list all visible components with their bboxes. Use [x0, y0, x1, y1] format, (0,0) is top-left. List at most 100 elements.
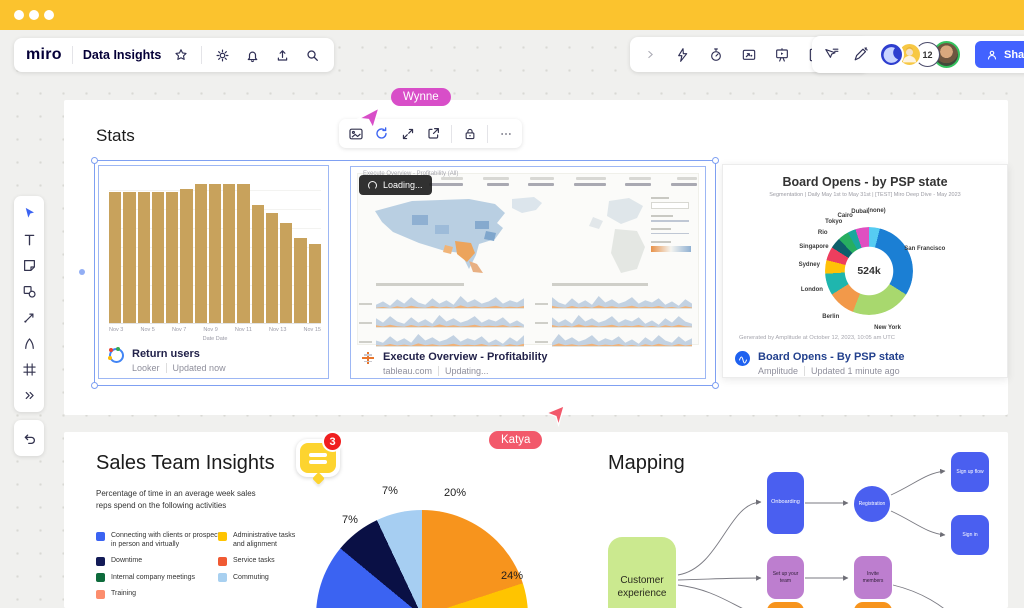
- legend-swatch: [96, 531, 105, 541]
- flow-node-sign-in[interactable]: Sign in: [951, 515, 989, 555]
- star-icon[interactable]: [171, 45, 191, 65]
- lock-icon[interactable]: [461, 125, 478, 142]
- comment-line: [309, 460, 327, 464]
- divider: [451, 124, 452, 143]
- flow-node-registration[interactable]: Registration: [854, 486, 890, 522]
- widget-preview-icon[interactable]: [347, 125, 364, 142]
- undo-icon[interactable]: [18, 427, 40, 449]
- search-icon[interactable]: [302, 45, 322, 65]
- x-tick-label: Nov 13: [269, 327, 287, 333]
- legend-swatch: [96, 573, 105, 583]
- flow-node-set-up-your-team[interactable]: Set up your team: [767, 556, 804, 599]
- widget-status: Updated 1 minute ago: [811, 366, 900, 376]
- bar-chart-x-labels: Nov 3 Nov 5 Nov 7 Nov 9 Nov 11 Nov 13 Nov 15: [109, 327, 321, 333]
- donut-footnote: Generated by Amplitude at October 12, 20…: [739, 335, 895, 341]
- x-tick-label: Nov 5: [140, 327, 155, 333]
- mapping-title: Mapping: [608, 452, 685, 474]
- pen-tool[interactable]: [18, 332, 40, 354]
- sticky-note-tool[interactable]: [18, 254, 40, 276]
- avatar[interactable]: [879, 42, 904, 67]
- window-dot[interactable]: [14, 10, 24, 20]
- donut-center-value: 524k: [857, 265, 881, 277]
- donut-chart: 524k (none) San Francisco New York Berlin Lon…: [723, 165, 1009, 379]
- share-button-label: Share: [1004, 48, 1024, 61]
- connector-anchor-dot[interactable]: [79, 269, 85, 275]
- legend-item: Training: [96, 589, 223, 599]
- sparkline-group: [359, 283, 524, 347]
- divider: [71, 46, 73, 64]
- widget-source[interactable]: tableau.com: [383, 366, 433, 376]
- sales-title: Sales Team Insights: [96, 452, 275, 474]
- miro-logo[interactable]: miro: [26, 46, 62, 63]
- board-title[interactable]: Data Insights: [82, 48, 162, 62]
- bar-chart: [109, 174, 321, 324]
- screen-share-icon[interactable]: [739, 45, 759, 65]
- bell-icon[interactable]: [242, 45, 262, 65]
- amplitude-widget-card[interactable]: Board Opens - by PSP state Segmentation …: [722, 164, 1008, 378]
- window-titlebar: [0, 0, 1024, 30]
- kpi-row: [429, 177, 697, 186]
- flow-node[interactable]: [854, 602, 892, 608]
- upload-icon[interactable]: [272, 45, 292, 65]
- stats-title: Stats: [96, 126, 135, 145]
- comment-thread[interactable]: 3: [296, 431, 343, 485]
- donut-slice-label: San Francisco: [904, 245, 946, 252]
- donut-chart-title: Board Opens - by PSP state: [782, 175, 948, 189]
- donut-slice-label: Cairo: [837, 212, 853, 219]
- attention-pen-icon[interactable]: [850, 45, 870, 65]
- widget-title: Board Opens - By PSP state: [758, 351, 905, 363]
- flow-node-customer-experience[interactable]: Customer experience: [608, 537, 676, 608]
- legend-item: Connecting with clients or prospects in …: [96, 531, 223, 549]
- donut-slice-label: Tokyo: [825, 219, 843, 226]
- reactions-icon[interactable]: [673, 45, 693, 65]
- bar: [265, 212, 279, 323]
- pie-slice-label: 20%: [443, 487, 467, 499]
- donut-slice-label: Sydney: [798, 262, 820, 269]
- legend-item: Service tasks: [218, 556, 295, 566]
- bar: [123, 191, 136, 323]
- flow-node-invite-members[interactable]: Invite members: [854, 556, 892, 599]
- connector-tool[interactable]: [18, 306, 40, 328]
- widget-title: Return users: [132, 348, 200, 360]
- comment-line: [309, 453, 327, 457]
- donut-ring: [825, 227, 913, 315]
- legend-item: Administrative tasks and alignment: [218, 531, 295, 549]
- text-tool[interactable]: [18, 228, 40, 250]
- donut-slice-label: Dubai: [851, 208, 868, 215]
- x-tick-label: Nov 15: [303, 327, 321, 333]
- legend-label: Downtime: [111, 557, 143, 565]
- legend-swatch: [218, 556, 227, 566]
- window-dot[interactable]: [29, 10, 39, 20]
- spinner-icon: [368, 180, 377, 190]
- share-button[interactable]: Share: [975, 41, 1024, 68]
- refresh-icon[interactable]: [373, 125, 390, 142]
- collaborator-cursor-label: Katya: [489, 431, 543, 449]
- expand-icon[interactable]: [399, 125, 416, 142]
- divider: [487, 124, 488, 143]
- window-dot[interactable]: [44, 10, 54, 20]
- more-options-icon[interactable]: [497, 125, 514, 142]
- tableau-widget-card[interactable]: Execute Overview - Profitability (All): [350, 166, 706, 379]
- bar: [151, 191, 165, 323]
- timer-icon[interactable]: [706, 45, 726, 65]
- collapse-left-icon[interactable]: [640, 45, 660, 65]
- widget-source[interactable]: Looker: [132, 363, 160, 373]
- donut-slice-label: Rio: [817, 229, 828, 236]
- widget-source[interactable]: Amplitude: [758, 366, 799, 376]
- bar: [166, 191, 179, 323]
- open-external-icon[interactable]: [425, 125, 442, 142]
- flow-node-sign-up-flow[interactable]: Sign up flow: [951, 452, 989, 492]
- collaborator-cursor-label: Wynne: [391, 88, 451, 106]
- select-tool[interactable]: [18, 202, 40, 224]
- flow-node[interactable]: [767, 602, 804, 608]
- more-tools-icon[interactable]: [18, 384, 40, 406]
- hide-cursors-icon[interactable]: [821, 45, 841, 65]
- shapes-tool[interactable]: [18, 280, 40, 302]
- gear-icon[interactable]: [212, 45, 232, 65]
- frame-tool[interactable]: [18, 358, 40, 380]
- donut-slice-label: Berlin: [822, 314, 840, 321]
- sparkline-group: [535, 283, 692, 347]
- presentation-icon[interactable]: [772, 45, 792, 65]
- looker-widget-card[interactable]: Nov 3 Nov 5 Nov 7 Nov 9 Nov 11 Nov 13 Nov 15 D…: [98, 165, 329, 379]
- flow-node-onboarding[interactable]: Onboarding: [767, 472, 804, 534]
